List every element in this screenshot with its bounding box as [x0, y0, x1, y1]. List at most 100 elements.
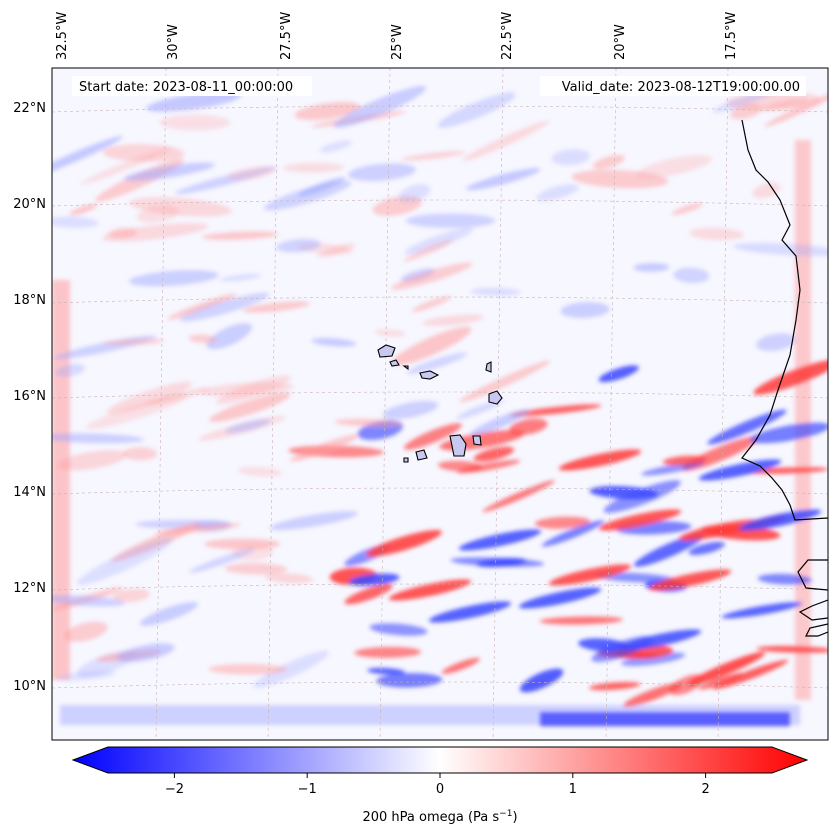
colorbar-ticks: −2 −1 0 1 2: [165, 773, 710, 797]
meridian-gridline: [717, 68, 729, 740]
omega-blob: [456, 399, 505, 420]
omega-blob: [242, 301, 310, 313]
coastlines: [377, 119, 828, 637]
omega-blob: [473, 446, 515, 462]
omega-blob: [482, 480, 555, 513]
omega-blob: [189, 548, 255, 573]
omega-blob: [348, 573, 400, 586]
omega-blob: [462, 120, 550, 162]
lon-label: 22.5°W: [500, 12, 515, 60]
parallel-gridline: [52, 105, 828, 113]
omega-blob: [539, 616, 623, 625]
omega-blob: [374, 329, 406, 337]
omega-blob: [558, 449, 642, 471]
map-background: [52, 68, 828, 740]
omega-blob: [167, 293, 237, 320]
omega-blob: [648, 569, 732, 591]
omega-blob: [106, 381, 193, 415]
parallel-gridline: [52, 199, 828, 207]
omega-blob: [411, 296, 452, 312]
omega-blob: [159, 114, 231, 131]
omega-blob: [55, 363, 85, 377]
omega-blob: [179, 292, 270, 322]
lon-label: 17.5°W: [724, 12, 739, 60]
omega-blob: [428, 601, 512, 623]
omega-blob: [688, 541, 725, 556]
colorbar: −2 −1 0 1 2 200 hPa omega (Pa s−1): [71, 746, 809, 825]
omega-blob: [756, 645, 828, 653]
omega-blob: [669, 674, 704, 696]
omega-blob: [253, 650, 329, 688]
omega-blob: [721, 602, 803, 619]
parallel-gridline: [52, 296, 828, 304]
omega-blob: [589, 682, 641, 691]
omega-blob: [534, 516, 591, 529]
omega-blob: [264, 573, 313, 584]
omega-blob: [509, 418, 548, 435]
omega-blob: [123, 162, 215, 181]
omega-blob: [76, 538, 173, 585]
omega-blob: [52, 594, 126, 607]
meridian-gridline: [492, 68, 504, 740]
colorbar-tick-label: −2: [165, 782, 184, 797]
omega-blob: [269, 511, 358, 531]
omega-blob: [618, 629, 702, 651]
omega-blob: [128, 270, 219, 287]
omega-blob: [344, 583, 393, 605]
omega-blob: [752, 182, 781, 199]
omega-blob: [712, 659, 789, 690]
omega-blob: [69, 204, 98, 216]
omega-blob: [519, 668, 564, 693]
omega-blob: [225, 419, 271, 434]
island-outline: [377, 344, 396, 358]
lat-label: 16°N: [13, 389, 46, 404]
omega-blob: [707, 409, 787, 445]
omega-blob: [698, 459, 782, 481]
omega-blob: [592, 154, 625, 169]
meridian-gridline: [605, 68, 617, 740]
colorbar-tick-label: 0: [436, 782, 444, 797]
omega-blob: [219, 273, 261, 282]
omega-blob: [738, 509, 822, 531]
latitude-labels: 22°N 20°N 18°N 16°N 14°N 12°N 10°N: [13, 101, 46, 694]
omega-blob: [398, 184, 431, 203]
colorbar-tick-label: −1: [298, 782, 317, 797]
omega-blob: [290, 434, 360, 462]
omega-blob: [641, 461, 705, 476]
omega-blob: [536, 184, 579, 201]
omega-blob: [551, 149, 591, 166]
omega-blob: [116, 643, 175, 663]
omega-blob: [623, 682, 682, 707]
omega-blob: [80, 147, 173, 185]
omega-blob: [509, 404, 602, 417]
colorbar-label: 200 hPa omega (Pa s−1): [362, 809, 517, 825]
omega-blob: [687, 651, 766, 686]
omega-blob: [391, 326, 472, 366]
lon-label: 30°W: [166, 24, 181, 60]
omega-blob: [403, 239, 454, 262]
parallel-gridline: [52, 681, 828, 689]
omega-blob: [319, 140, 353, 153]
omega-blob: [764, 92, 828, 127]
omega-blob: [139, 601, 198, 626]
longitude-labels: 32.5°W 30°W 27.5°W 25°W 22.5°W 20°W 17.5°W: [55, 12, 739, 60]
omega-blob: [733, 242, 828, 257]
omega-blob: [208, 663, 288, 675]
edge-band: [52, 280, 70, 680]
valid-date-box: [540, 76, 806, 96]
omega-blob: [404, 227, 474, 255]
omega-blob: [52, 433, 144, 444]
start-date-label: Start date: 2023-08-11_00:00:00: [79, 80, 293, 95]
omega-blob: [52, 216, 99, 228]
omega-blob: [437, 92, 516, 128]
omega-blob: [441, 657, 480, 674]
omega-blob: [405, 213, 496, 228]
lat-label: 22°N: [13, 101, 46, 116]
island-outline: [485, 361, 492, 373]
omega-blob: [112, 588, 150, 603]
island-outline: [403, 457, 409, 463]
omega-blob: [276, 238, 322, 253]
omega-blob: [749, 422, 828, 444]
omega-blob: [56, 670, 116, 681]
